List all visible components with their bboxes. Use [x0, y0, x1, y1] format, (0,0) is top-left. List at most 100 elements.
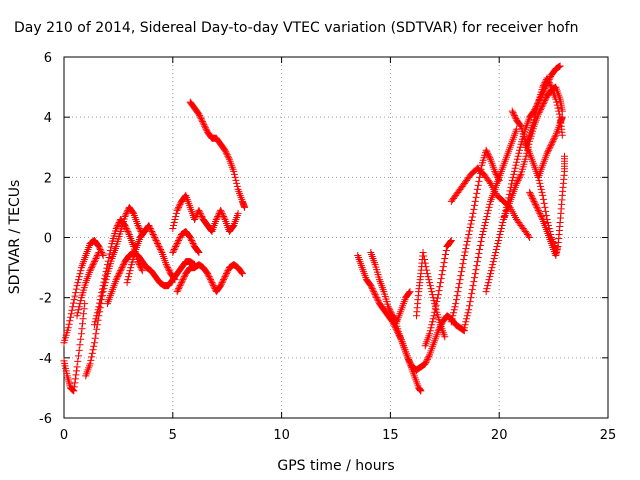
data-point-marker	[117, 267, 125, 275]
data-point-marker	[511, 164, 519, 172]
data-point-marker	[465, 302, 473, 310]
data-point-marker	[551, 133, 559, 141]
data-point-marker	[545, 145, 553, 153]
data-point-marker	[536, 179, 544, 187]
data-point-marker	[200, 121, 208, 129]
data-point-marker	[197, 211, 205, 219]
series-track-6	[104, 249, 199, 308]
data-point-marker	[426, 327, 434, 335]
data-point-marker	[404, 354, 412, 362]
data-point-marker	[486, 200, 494, 208]
y-tick-label: -4	[39, 352, 52, 367]
series-track-10	[186, 98, 249, 211]
data-point-marker	[73, 282, 81, 290]
data-point-marker	[88, 264, 96, 272]
data-point-marker	[434, 291, 442, 299]
data-point-marker	[217, 280, 225, 288]
data-point-marker	[69, 303, 77, 311]
series-track-7	[123, 221, 179, 287]
data-point-marker	[515, 149, 523, 157]
data-point-marker	[70, 296, 78, 304]
y-axis-label: SDTVAR / TECUs	[7, 180, 23, 295]
data-point-marker	[535, 208, 543, 216]
data-point-marker	[468, 286, 476, 294]
data-point-marker	[483, 285, 491, 293]
data-point-marker	[489, 258, 497, 266]
data-point-marker	[78, 320, 86, 328]
data-point-marker	[431, 305, 439, 313]
data-point-marker	[526, 188, 534, 196]
series-track-12	[354, 252, 425, 395]
data-point-marker	[526, 234, 534, 241]
data-point-marker	[421, 259, 429, 267]
data-point-marker	[69, 386, 77, 394]
data-point-marker	[497, 227, 505, 235]
series-track-17	[447, 146, 503, 326]
data-point-marker	[71, 375, 79, 383]
data-point-marker	[119, 261, 127, 269]
data-point-marker	[492, 249, 500, 257]
data-point-marker	[545, 79, 553, 87]
data-point-marker	[72, 285, 80, 293]
data-point-marker	[114, 271, 122, 279]
data-point-marker	[72, 289, 80, 297]
data-point-marker	[543, 74, 551, 82]
data-point-marker	[469, 209, 477, 217]
data-point-marker	[194, 248, 202, 256]
data-point-marker	[70, 387, 78, 395]
data-point-marker	[471, 270, 479, 278]
data-point-marker	[479, 230, 487, 238]
data-point-marker	[436, 283, 444, 291]
y-tick-label: 6	[44, 51, 52, 66]
data-point-marker	[154, 240, 162, 248]
data-point-marker	[544, 76, 552, 84]
data-point-marker	[530, 197, 538, 205]
data-point-marker	[527, 191, 535, 199]
data-point-marker	[75, 303, 83, 311]
data-point-marker	[175, 203, 183, 211]
data-point-marker	[460, 324, 468, 332]
data-point-marker	[516, 146, 524, 154]
data-point-marker	[510, 167, 518, 175]
data-point-marker	[489, 261, 497, 269]
data-point-marker	[463, 241, 471, 249]
data-point-marker	[95, 303, 103, 311]
series-track-20	[482, 62, 564, 296]
data-point-marker	[221, 273, 229, 281]
data-point-marker	[534, 206, 542, 214]
data-point-marker	[77, 335, 85, 343]
data-point-marker	[157, 247, 165, 255]
data-point-marker	[222, 148, 230, 156]
data-point-marker	[174, 286, 182, 294]
data-point-marker	[462, 245, 470, 253]
data-point-marker	[121, 212, 129, 220]
x-tick-label: 0	[60, 428, 68, 443]
data-point-marker	[75, 276, 83, 284]
data-point-marker	[123, 226, 131, 234]
data-point-marker	[96, 296, 104, 304]
data-point-marker	[554, 104, 562, 112]
data-point-marker	[191, 215, 199, 223]
data-point-marker	[113, 274, 121, 282]
data-point-marker	[123, 279, 131, 287]
data-point-marker	[463, 315, 471, 323]
data-point-marker	[512, 161, 520, 169]
data-point-marker	[199, 119, 207, 127]
data-point-marker	[230, 167, 238, 175]
data-point-marker	[96, 246, 104, 254]
data-point-marker	[171, 244, 179, 252]
data-point-marker	[118, 264, 126, 272]
data-point-marker	[442, 247, 450, 255]
y-tick-label: -6	[39, 412, 52, 427]
data-point-marker	[423, 355, 431, 363]
data-point-marker	[104, 261, 112, 269]
data-point-marker	[425, 276, 433, 284]
data-point-marker	[470, 278, 478, 286]
data-point-marker	[482, 288, 490, 296]
data-point-marker	[547, 140, 555, 148]
data-point-marker	[94, 250, 102, 258]
data-point-marker	[494, 240, 502, 248]
data-point-marker	[122, 211, 130, 219]
y-tick-label: 4	[44, 111, 52, 126]
